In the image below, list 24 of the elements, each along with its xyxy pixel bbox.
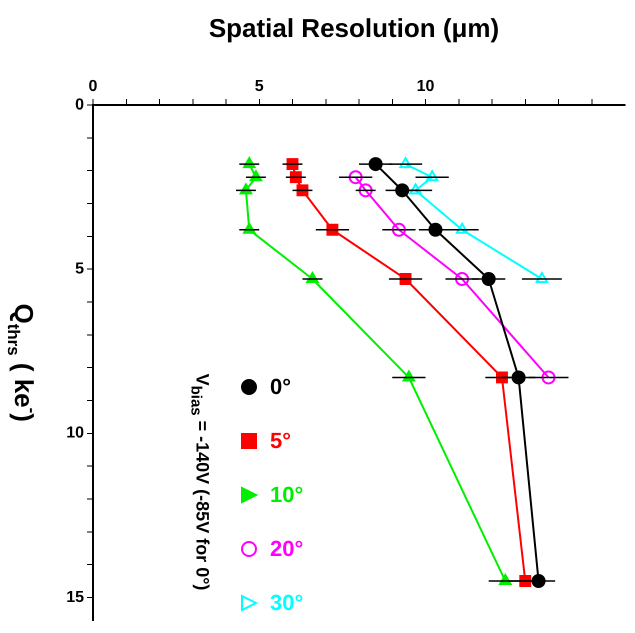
point [455,272,470,286]
point [426,170,438,182]
x-tick-label: 10 [416,78,434,95]
point [542,370,556,384]
x-axis-title: Spatial Resolution (μm) [208,13,500,44]
point [348,170,363,184]
point [456,222,468,234]
y-tick-label: 10 [66,424,84,442]
legend-label: 0° [270,374,292,399]
legend-label: 20° [270,536,304,561]
point [536,272,548,283]
point [358,183,373,198]
point [392,222,406,237]
legend-label: 10° [270,482,304,507]
y-tick-label: 0 [75,96,84,114]
x-tick-label: 0 [88,78,98,95]
y-axis-title: Qthrs ( ke-) [4,303,42,422]
legend-label: 30° [270,590,304,615]
point [399,157,412,168]
x-tick-label: 5 [254,78,264,95]
y-tick-label: 5 [75,260,84,278]
y-tick-label: 15 [66,588,84,606]
point [409,183,422,194]
legend-label: 5° [270,428,292,453]
